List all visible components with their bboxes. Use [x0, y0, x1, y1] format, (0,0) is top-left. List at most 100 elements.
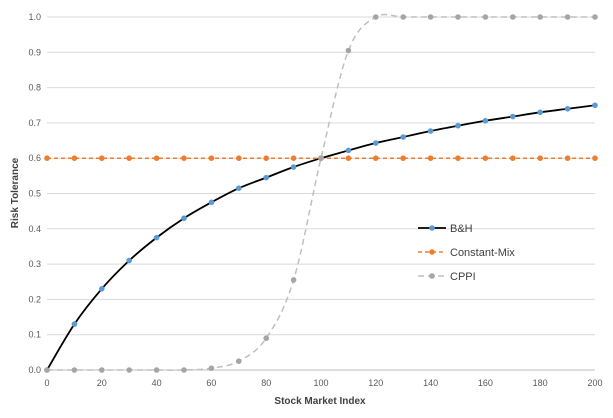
data-point — [208, 199, 215, 206]
data-point — [263, 174, 270, 181]
data-point — [44, 155, 50, 161]
data-point — [153, 367, 160, 373]
legend-swatch-marker — [429, 225, 435, 231]
legend-swatch-marker — [429, 249, 435, 255]
y-tick-label: 0.4 — [28, 224, 41, 234]
data-point — [181, 215, 187, 222]
data-point — [455, 122, 461, 129]
legend-entry: B&H — [418, 223, 473, 235]
y-tick-label: 0.2 — [28, 294, 41, 304]
series-cppi — [44, 13, 598, 373]
data-point — [208, 365, 215, 372]
data-point — [263, 155, 270, 161]
data-point — [537, 14, 543, 20]
data-point — [236, 358, 242, 364]
data-point — [564, 155, 571, 161]
y-tick-label: 0.7 — [28, 118, 41, 128]
gridlines — [47, 16, 595, 371]
x-tick-label: 120 — [368, 378, 383, 388]
x-axis-title: Stock Market Index — [274, 396, 366, 407]
data-point — [181, 367, 187, 373]
data-point — [592, 155, 598, 161]
y-tick-label: 0.9 — [28, 47, 41, 57]
legend-entry: Constant-Mix — [418, 247, 515, 259]
data-point — [482, 117, 489, 124]
data-point — [290, 277, 297, 283]
data-point — [345, 155, 352, 161]
x-tick-label: 0 — [44, 378, 49, 388]
data-point — [290, 164, 297, 170]
data-point — [427, 128, 434, 134]
data-point — [290, 155, 297, 161]
data-point — [126, 155, 132, 161]
legend: B&H Constant-Mix CPPI — [418, 223, 515, 283]
data-point — [236, 185, 242, 192]
data-point — [153, 155, 160, 161]
y-axis-title: Risk Tolerance — [10, 157, 21, 228]
data-point — [373, 14, 379, 20]
data-point — [592, 14, 598, 20]
series-group — [44, 13, 598, 373]
legend-swatch-marker — [429, 273, 435, 279]
data-point — [99, 367, 105, 373]
data-point — [455, 155, 461, 161]
data-point — [71, 321, 78, 327]
series-b-h — [44, 102, 598, 373]
legend-label: B&H — [450, 223, 473, 235]
data-point — [510, 155, 516, 161]
data-point — [510, 14, 516, 20]
data-point — [400, 134, 407, 140]
legend-label: Constant-Mix — [450, 247, 515, 259]
data-point — [455, 14, 461, 20]
data-point — [482, 155, 489, 161]
data-point — [236, 155, 242, 161]
axes: 0.0 0.1 0.2 0.3 0.4 0.5 0.6 0.7 0.8 0.9 1.0 0 20 40 60… — [28, 12, 602, 388]
x-tick-label: 60 — [206, 378, 216, 388]
x-tick-label: 160 — [478, 378, 493, 388]
y-tick-label: 0.3 — [28, 259, 41, 269]
data-point — [564, 14, 571, 20]
data-point — [181, 155, 187, 161]
data-point — [427, 14, 434, 20]
x-tick-label: 40 — [152, 378, 162, 388]
data-point — [564, 105, 571, 112]
x-tick-label: 20 — [97, 378, 107, 388]
data-point — [208, 155, 215, 161]
data-point — [592, 102, 598, 109]
data-point — [400, 14, 407, 20]
data-point — [537, 155, 543, 161]
x-tick-label: 100 — [313, 378, 328, 388]
data-point — [510, 113, 516, 120]
data-point — [482, 14, 489, 20]
x-tick-label: 200 — [587, 378, 602, 388]
y-tick-label: 1.0 — [28, 12, 41, 22]
data-point — [126, 367, 132, 373]
data-point — [126, 257, 132, 264]
data-point — [71, 155, 78, 161]
y-tick-label: 0.0 — [28, 365, 41, 375]
y-tick-label: 0.1 — [28, 330, 41, 340]
data-point — [318, 155, 324, 161]
legend-label: CPPI — [450, 271, 476, 283]
data-point — [427, 155, 434, 161]
y-tick-label: 0.6 — [28, 153, 41, 163]
data-point — [44, 367, 50, 373]
data-point — [263, 335, 270, 342]
data-point — [99, 155, 105, 161]
y-tick-label: 0.8 — [28, 83, 41, 93]
data-point — [537, 109, 543, 116]
x-tick-label: 140 — [423, 378, 438, 388]
data-point — [345, 47, 352, 54]
data-point — [99, 286, 105, 292]
data-point — [153, 234, 160, 241]
data-point — [373, 140, 379, 146]
series-line — [46, 13, 595, 371]
x-tick-label: 80 — [261, 378, 271, 388]
y-tick-label: 0.5 — [28, 189, 41, 199]
x-tick-label: 180 — [533, 378, 548, 388]
data-point — [373, 155, 379, 161]
data-point — [71, 367, 78, 373]
data-point — [345, 147, 352, 154]
